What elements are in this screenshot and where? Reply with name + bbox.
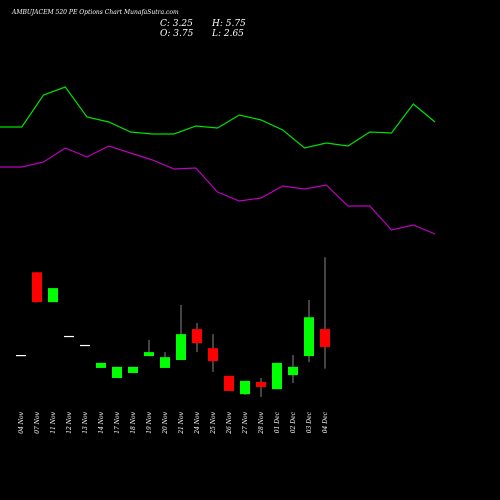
x-tick-label: 04 Dec: [322, 411, 329, 433]
candle-body: [48, 288, 58, 303]
x-tick-label: 01 Dec: [274, 411, 281, 433]
x-tick-label: 26 Nov: [226, 411, 233, 434]
candle-body: [224, 375, 234, 391]
candle-body: [160, 357, 170, 368]
candle-body: [32, 272, 42, 303]
open-text: O: 3.75: [160, 29, 194, 39]
candle-body: [176, 334, 186, 361]
candle-body: [208, 348, 218, 362]
x-tick-label: 03 Dec: [306, 411, 313, 433]
candle-body: [192, 329, 202, 344]
high-text: H: 5.75: [211, 19, 246, 29]
x-tick-label: 24 Nov: [194, 411, 201, 434]
low-text: L: 2.65: [211, 29, 244, 39]
close-text: C: 3.25: [160, 19, 193, 29]
x-tick-label: 20 Nov: [162, 411, 169, 434]
candle-body: [112, 366, 122, 378]
candle-body: [128, 366, 138, 373]
x-tick-label: 02 Dec: [290, 411, 297, 433]
candle-body: [304, 317, 314, 357]
x-tick-label: 19 Nov: [146, 411, 153, 433]
candle-body: [256, 381, 266, 387]
x-tick-label: 27 Nov: [242, 411, 249, 434]
indicator-line: [0, 145, 436, 235]
x-tick-label: 17 Nov: [114, 411, 121, 433]
x-tick-label: 21 Nov: [178, 411, 185, 434]
candle-body: [96, 362, 106, 368]
candle-body: [16, 354, 26, 357]
x-tick-label: 28 Nov: [258, 411, 265, 434]
x-tick-label: 14 Nov: [98, 411, 105, 433]
x-tick-label: 07 Nov: [34, 411, 41, 433]
indicator-line: [0, 86, 436, 149]
candle-body: [240, 380, 250, 395]
candle-body: [272, 362, 282, 390]
candle-body: [320, 329, 330, 348]
x-tick-label: 18 Nov: [130, 411, 137, 433]
candle-body: [80, 344, 90, 347]
x-tick-label: 13 Nov: [82, 411, 89, 433]
candle-body: [144, 352, 154, 357]
x-tick-label: 04 Nov: [18, 411, 25, 433]
x-tick-label: 11 Nov: [50, 411, 57, 433]
candle-body: [64, 335, 74, 338]
chart-title: AMBUJACEM 520 PE Options Chart MunafaSut…: [11, 9, 179, 16]
x-tick-label: 12 Nov: [66, 411, 73, 433]
candle-body: [288, 366, 298, 376]
x-tick-label: 25 Nov: [210, 411, 217, 434]
